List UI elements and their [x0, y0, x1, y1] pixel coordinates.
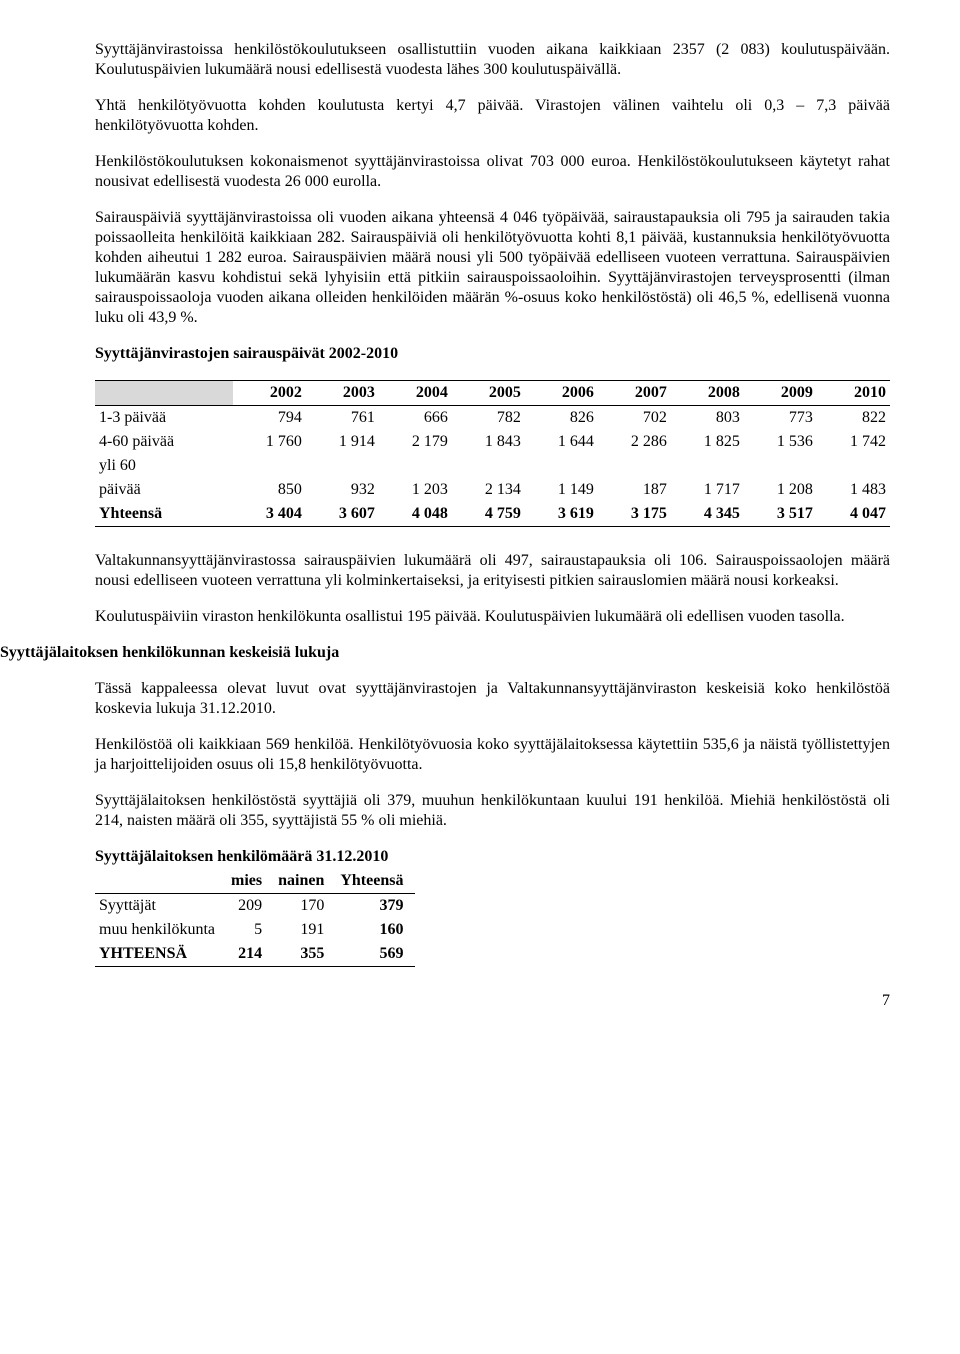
paragraph: Valtakunnansyyttäjänvirastossa sairauspä…	[95, 551, 890, 591]
paragraph: Henkilöstöä oli kaikkiaan 569 henkilöä. …	[95, 735, 890, 775]
table-cell: 209	[227, 894, 274, 919]
table-cell: 191	[274, 918, 336, 942]
table-cell: 826	[525, 406, 598, 431]
table-cell: 794	[233, 406, 306, 431]
table-header: 2010	[817, 381, 890, 406]
table-cell: 4 048	[379, 502, 452, 527]
table-cell: 2 286	[598, 430, 671, 454]
table-cell: 3 404	[233, 502, 306, 527]
table-header: 2003	[306, 381, 379, 406]
table-cell: 1 483	[817, 478, 890, 502]
table-cell: 3 175	[598, 502, 671, 527]
table-cell	[452, 454, 525, 478]
table-cell	[233, 454, 306, 478]
table-cell: 1-3 päivää	[95, 406, 233, 431]
table-header: 2006	[525, 381, 598, 406]
table-cell: 782	[452, 406, 525, 431]
table-cell: 1 208	[744, 478, 817, 502]
table-cell: 3 619	[525, 502, 598, 527]
table-header	[95, 381, 233, 406]
table-cell: 803	[671, 406, 744, 431]
table-cell: 1 760	[233, 430, 306, 454]
sick-days-table: 2002 2003 2004 2005 2006 2007 2008 2009 …	[95, 380, 890, 527]
table-header: 2002	[233, 381, 306, 406]
table-cell	[525, 454, 598, 478]
table-header: 2009	[744, 381, 817, 406]
table-cell: 822	[817, 406, 890, 431]
table-cell: 2 179	[379, 430, 452, 454]
table-cell: 1 644	[525, 430, 598, 454]
table-cell: 761	[306, 406, 379, 431]
table-header: 2007	[598, 381, 671, 406]
table-cell: 214	[227, 942, 274, 967]
table-cell: 4 759	[452, 502, 525, 527]
table-cell	[817, 454, 890, 478]
table-header: 2005	[452, 381, 525, 406]
staff-figures-heading: Syyttäjälaitoksen henkilökunnan keskeisi…	[0, 643, 890, 663]
paragraph: Koulutuspäiviin viraston henkilökunta os…	[95, 607, 890, 627]
table-cell: yli 60	[95, 454, 233, 478]
table-header	[95, 869, 227, 894]
table-cell: 702	[598, 406, 671, 431]
table-cell: 569	[336, 942, 415, 967]
table-cell: 355	[274, 942, 336, 967]
table-cell: 1 742	[817, 430, 890, 454]
table-header: 2008	[671, 381, 744, 406]
table-cell: 170	[274, 894, 336, 919]
table-header: 2004	[379, 381, 452, 406]
table-cell: 1 717	[671, 478, 744, 502]
table-cell: 1 914	[306, 430, 379, 454]
table-cell: 1 203	[379, 478, 452, 502]
table-cell: 1 843	[452, 430, 525, 454]
table-cell: 932	[306, 478, 379, 502]
staff-count-table: mies nainen Yhteensä Syyttäjät209170379 m…	[95, 869, 415, 967]
table-cell: 1 825	[671, 430, 744, 454]
table-cell: 3 607	[306, 502, 379, 527]
table-cell	[598, 454, 671, 478]
table-header: Yhteensä	[336, 869, 415, 894]
table-cell	[744, 454, 817, 478]
table-cell: 850	[233, 478, 306, 502]
table-cell: 4 047	[817, 502, 890, 527]
table-cell: 5	[227, 918, 274, 942]
page-number: 7	[95, 991, 890, 1011]
table-cell: muu henkilökunta	[95, 918, 227, 942]
paragraph: Henkilöstökoulutuksen kokonaismenot syyt…	[95, 152, 890, 192]
table-cell: 187	[598, 478, 671, 502]
table-cell: 160	[336, 918, 415, 942]
table-cell: 379	[336, 894, 415, 919]
paragraph: Tässä kappaleessa olevat luvut ovat syyt…	[95, 679, 890, 719]
table-cell	[379, 454, 452, 478]
table-cell: 1 536	[744, 430, 817, 454]
table-cell: Syyttäjät	[95, 894, 227, 919]
table-cell: 1 149	[525, 478, 598, 502]
table-cell: Yhteensä	[95, 502, 233, 527]
table-cell: 4-60 päivää	[95, 430, 233, 454]
table-cell: päivää	[95, 478, 233, 502]
table-cell	[306, 454, 379, 478]
staff-count-heading: Syyttäjälaitoksen henkilömäärä 31.12.201…	[95, 847, 890, 867]
table-cell	[671, 454, 744, 478]
table-cell: 3 517	[744, 502, 817, 527]
table-cell: 2 134	[452, 478, 525, 502]
sick-days-heading: Syyttäjänvirastojen sairauspäivät 2002-2…	[95, 344, 890, 364]
table-cell: 4 345	[671, 502, 744, 527]
table-header: mies	[227, 869, 274, 894]
paragraph: Syyttäjälaitoksen henkilöstöstä syyttäji…	[95, 791, 890, 831]
table-cell: 666	[379, 406, 452, 431]
paragraph: Yhtä henkilötyövuotta kohden koulutusta …	[95, 96, 890, 136]
table-cell: YHTEENSÄ	[95, 942, 227, 967]
paragraph: Syyttäjänvirastoissa henkilöstökoulutuks…	[95, 40, 890, 80]
paragraph: Sairauspäiviä syyttäjänvirastoissa oli v…	[95, 208, 890, 328]
table-cell: 773	[744, 406, 817, 431]
table-header: nainen	[274, 869, 336, 894]
